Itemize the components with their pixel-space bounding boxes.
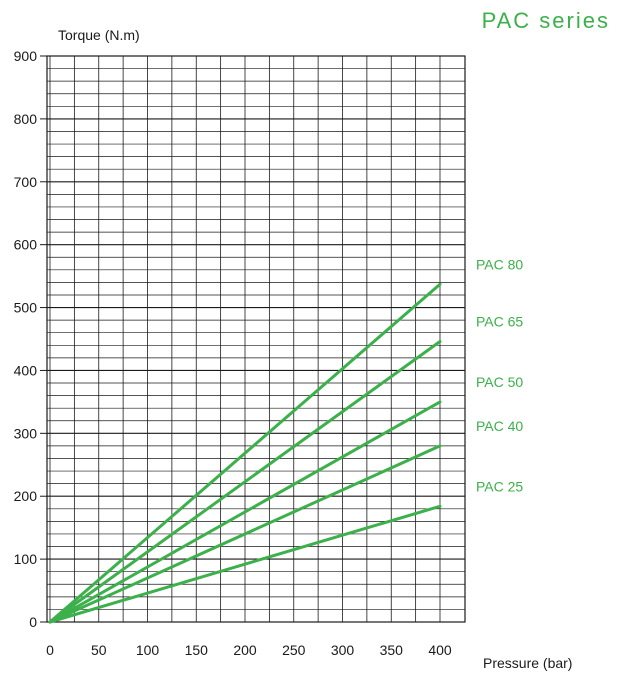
y-tick-label: 500 (14, 300, 38, 316)
series-line (48, 282, 442, 624)
x-tick-label: 400 (428, 642, 452, 658)
x-tick-label: 250 (282, 642, 306, 658)
x-axis-label: Pressure (bar) (483, 655, 572, 671)
series-label: PAC 40 (476, 418, 523, 434)
x-tick-label: 100 (136, 642, 160, 658)
y-tick-label: 600 (14, 237, 38, 253)
y-tick-label: 800 (14, 111, 38, 127)
series-line (48, 400, 442, 624)
page-title: PAC series (481, 8, 610, 33)
x-tick-label: 150 (185, 642, 209, 658)
y-tick-label: 900 (14, 48, 38, 64)
x-tick-label: 300 (331, 642, 355, 658)
series-line (48, 340, 442, 624)
y-tick-label: 700 (14, 174, 38, 190)
plot-frame (46, 55, 466, 623)
series-label: PAC 80 (476, 256, 523, 272)
series-label: PAC 50 (476, 374, 523, 390)
series-label: PAC 25 (476, 478, 523, 494)
series-line (48, 444, 442, 624)
x-tick-label: 50 (91, 642, 107, 658)
y-tick-label: 300 (14, 425, 38, 441)
series-line (48, 504, 442, 624)
x-tick-label: 0 (46, 642, 54, 658)
x-tick-label: 350 (380, 642, 404, 658)
series-label: PAC 65 (476, 314, 523, 330)
y-tick-label: 200 (14, 488, 38, 504)
y-tick-label: 100 (14, 551, 38, 567)
y-tick-label: 400 (14, 362, 38, 378)
y-axis-label: Torque (N.m) (58, 27, 140, 43)
x-tick-label: 200 (233, 642, 257, 658)
y-tick-label: 0 (29, 614, 37, 630)
